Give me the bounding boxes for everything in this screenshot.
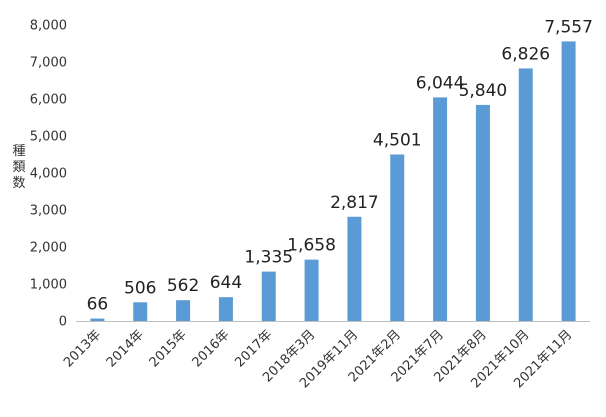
data-label: 5,840 — [459, 81, 508, 101]
x-tick-label: 2014年 — [104, 327, 147, 370]
data-label: 4,501 — [373, 130, 422, 150]
y-tick-label: 6,000 — [30, 93, 67, 108]
data-label: 1,335 — [244, 248, 293, 268]
y-axis-ticks: 0 1,000 2,000 3,000 4,000 5,000 6,000 7,000 8,00… — [30, 19, 67, 330]
bar — [261, 271, 276, 321]
bar — [390, 154, 405, 321]
data-label: 7,557 — [544, 17, 593, 37]
y-tick-label: 1,000 — [30, 278, 67, 293]
bar — [518, 68, 533, 321]
data-label: 506 — [124, 278, 156, 298]
y-tick-label: 2,000 — [30, 241, 67, 256]
bar — [90, 318, 105, 321]
data-label: 66 — [87, 295, 109, 315]
data-label: 6,044 — [416, 73, 465, 93]
x-tick-label: 2016年 — [190, 327, 233, 370]
x-axis-ticks: 2013年 2014年 2015年 2016年 2017年2018年3月2019年11月… — [61, 327, 575, 391]
bar — [133, 302, 148, 321]
data-label: 1,658 — [287, 236, 336, 256]
data-label: 6,826 — [501, 44, 550, 64]
bar — [433, 97, 448, 321]
bar — [218, 297, 233, 321]
bar — [176, 300, 191, 321]
bars — [90, 41, 576, 322]
data-label: 2,817 — [330, 193, 379, 213]
bar — [475, 104, 490, 321]
y-tick-label: 0 — [59, 315, 67, 330]
y-tick-label: 8,000 — [30, 19, 67, 34]
y-axis-label: 種類数 — [12, 143, 25, 191]
y-tick-label: 4,000 — [30, 167, 67, 182]
y-tick-label: 5,000 — [30, 130, 67, 145]
bar — [304, 259, 319, 321]
x-tick-label: 2015年 — [147, 327, 190, 370]
y-tick-label: 3,000 — [30, 204, 67, 219]
x-tick-label: 2017年 — [232, 327, 275, 370]
bar — [347, 216, 362, 321]
bar — [561, 41, 576, 322]
y-tick-label: 7,000 — [30, 56, 67, 71]
data-label: 562 — [167, 276, 199, 296]
x-tick-label: 2013年 — [61, 327, 104, 370]
data-label: 644 — [210, 273, 242, 293]
